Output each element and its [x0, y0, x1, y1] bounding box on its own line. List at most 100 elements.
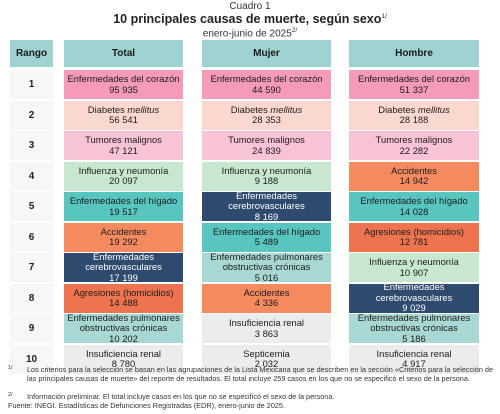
cause-label: Enfermedades cerebrovasculares	[351, 282, 477, 303]
cause-label: Enfermedades del corazón	[210, 73, 323, 85]
total-cause-cell: Enfermedades pulmonares obstructivas cró…	[64, 312, 183, 343]
death-count: 8 780	[111, 358, 136, 369]
hombre-cause-cell: Enfermedades cerebrovasculares 9 029	[349, 282, 479, 314]
death-count: 28 353	[252, 114, 281, 125]
mujer-cause-cell: Insuficiencia renal 3 863	[202, 314, 331, 343]
cause-label-text: Insuficiencia renal	[85, 347, 162, 359]
cause-label-text: Enfermedades del corazón	[210, 73, 323, 84]
cause-label-text: Agresiones (homicidios)	[363, 225, 465, 237]
death-count: 4 336	[254, 297, 279, 308]
source-text: Fuente: INEGI. Estadísticas de Defuncion…	[8, 401, 286, 410]
cause-label: Enfermedades pulmonares obstructivas cró…	[351, 312, 477, 334]
column-header-mujer: Mujer	[202, 40, 331, 67]
cause-label: Enfermedades del hígado	[69, 195, 178, 207]
cause-label: Insuficiencia renal	[85, 347, 162, 360]
death-count: 5 186	[402, 332, 426, 344]
footnote-1: 1/Los criterios para la selección se bas…	[8, 365, 497, 383]
cause-label-text: Septicemia	[243, 347, 290, 359]
cause-label: Enfermedades del corazón	[357, 73, 471, 85]
total-cause-cell: Influenza y neumonía 20 097	[64, 161, 183, 191]
death-count: 19 517	[109, 205, 138, 217]
footnote-1-text: Los criterios para la selección se basan…	[27, 365, 494, 383]
cause-label-text: Agresiones (homicidios)	[73, 286, 174, 298]
source-note: Fuente: INEGI. Estadísticas de Defuncion…	[8, 401, 478, 410]
mujer-cause-cell: Enfermedades del hígado 5 489	[202, 222, 331, 252]
cause-label: Diabetes mellitus	[88, 104, 159, 116]
cause-label-text: Tumores malignos	[85, 134, 162, 145]
hombre-cause-cell: Diabetes mellitus 28 188	[349, 100, 479, 130]
footnote-2: 2/Información preliminar. El total inclu…	[8, 392, 497, 401]
hombre-cause-cell: Accidentes 14 942	[349, 161, 479, 191]
subtitle-text: enero-junio de 2025	[202, 28, 292, 40]
rank-cell: 9	[10, 314, 53, 343]
cause-label-text: Accidentes	[100, 225, 147, 237]
column-header-hombre: Hombre	[349, 40, 479, 67]
cause-label-text: Tumores malignos	[228, 134, 305, 145]
cause-label-text: Enfermedades del hígado	[212, 225, 321, 237]
mujer-cause-cell: Diabetes mellitus 28 353	[202, 100, 331, 130]
cause-label: Enfermedades cerebrovasculares	[204, 190, 329, 212]
death-count: 3 863	[254, 327, 279, 339]
mujer-cause-cell: Accidentes 4 336	[202, 283, 331, 313]
column-header-rank: Rango	[10, 40, 53, 67]
cause-label: Influenza y neumonía	[222, 165, 312, 177]
death-count: 95 935	[109, 83, 138, 95]
cause-label: Insuficiencia renal	[376, 348, 451, 360]
mujer-cause-cell: Septicemia 2 032	[202, 344, 331, 374]
death-count: 14 942	[399, 175, 429, 186]
cause-label-text: Accidentes	[243, 286, 290, 298]
total-cause-cell: Diabetes mellitus 56 541	[64, 100, 183, 130]
death-count: 12 781	[399, 236, 429, 247]
mujer-cause-cell: Tumores malignos 24 839	[202, 131, 331, 160]
total-cause-cell: Enfermedades del hígado 19 517	[64, 192, 183, 221]
total-cause-cell: Enfermedades del corazón 95 935	[64, 70, 183, 99]
cause-label-text: Enfermedades del hígado	[360, 195, 468, 206]
rank-cell: 6	[10, 222, 53, 252]
cause-label-text: Diabetes	[378, 103, 416, 115]
cause-label: Diabetes mellitus	[378, 103, 449, 116]
hombre-cause-cell: Agresiones (homicidios) 12 781	[349, 222, 479, 252]
cause-label-text: Accidentes	[391, 164, 437, 176]
death-count: 56 541	[109, 114, 138, 125]
cause-label-text: Enfermedades cerebrovasculares	[375, 281, 453, 303]
footnote-1-mark: 1/	[8, 365, 13, 371]
total-cause-cell: Agresiones (homicidios) 14 488	[64, 283, 183, 313]
cause-label-text: Enfermedades cerebrovasculares	[85, 250, 162, 273]
mujer-cause-cell: Enfermedades cerebrovasculares 8 169	[202, 190, 331, 222]
cause-label: Enfermedades del corazón	[67, 73, 180, 85]
cause-label: Accidentes	[243, 286, 290, 299]
death-count: 28 188	[399, 114, 429, 125]
cause-label: Tumores malignos	[85, 134, 162, 146]
table-title: 10 principales causas de muerte, según s…	[0, 12, 500, 26]
title-text: 10 principales causas de muerte, según s…	[113, 12, 382, 26]
cause-label: Accidentes	[100, 225, 147, 238]
hombre-cause-cell: Enfermedades pulmonares obstructivas cró…	[349, 312, 479, 344]
rank-cell: 1	[10, 70, 53, 99]
hombre-cause-cell: Influenza y neumonía 10 907	[349, 253, 479, 282]
cause-label: Influenza y neumonía	[369, 256, 459, 268]
cause-label-text: Enfermedades del corazón	[357, 73, 471, 84]
death-count: 5 489	[254, 236, 279, 247]
death-count: 5 016	[254, 271, 279, 283]
cause-label-text: Enfermedades del corazón	[67, 73, 180, 84]
rank-cell: 10	[10, 344, 53, 374]
cause-label: Tumores malignos	[376, 134, 453, 146]
death-count: 10 907	[399, 266, 429, 278]
cause-label: Insuficiencia renal	[229, 317, 304, 329]
death-count: 8 169	[254, 210, 279, 222]
death-count: 2 032	[254, 358, 279, 369]
death-count: 22 282	[399, 144, 429, 156]
death-count: 4 917	[402, 358, 426, 369]
cause-label-text: Influenza y neumonía	[369, 256, 459, 267]
total-cause-cell: Accidentes 19 292	[64, 222, 183, 252]
death-count: 9 029	[402, 302, 426, 314]
rank-cell: 8	[10, 283, 53, 313]
cause-label-text: Enfermedades pulmonares obstructivas cró…	[210, 250, 323, 273]
cause-label: Enfermedades del hígado	[360, 195, 468, 207]
hombre-cause-cell: Tumores malignos 22 282	[349, 131, 479, 160]
cause-label: Accidentes	[391, 164, 437, 177]
total-cause-cell: Tumores malignos 47 121	[64, 131, 183, 160]
footnote-2-mark: 2/	[8, 392, 13, 398]
cause-label-text: Enfermedades del hígado	[69, 195, 178, 206]
cause-label-text: Diabetes	[230, 103, 268, 115]
